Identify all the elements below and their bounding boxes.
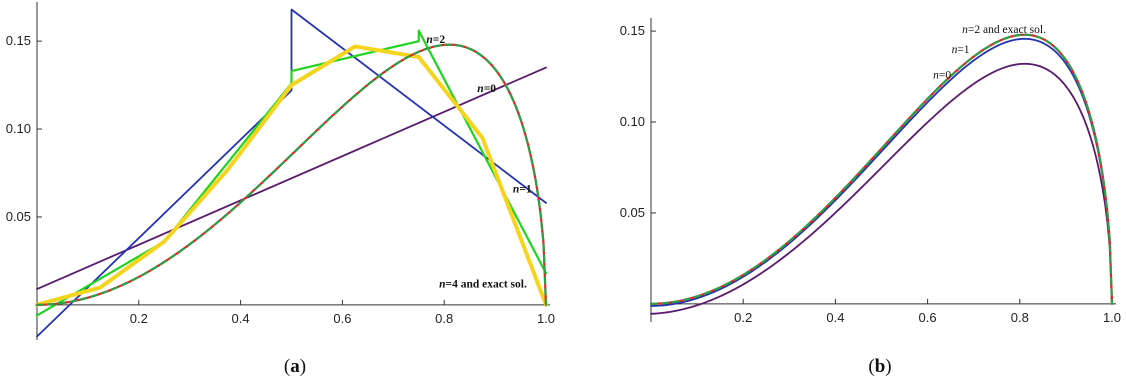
annotation-rest: =2 and exact sol. bbox=[968, 24, 1046, 36]
caption-paren-close: ) bbox=[300, 356, 306, 377]
series-annotation: n=4 and exact sol. bbox=[439, 278, 527, 290]
series-line-n2 bbox=[35, 29, 548, 317]
series-annotation: n=2 and exact sol. bbox=[962, 24, 1046, 36]
annotation-rest: =0 bbox=[939, 69, 951, 81]
caption-letter: a bbox=[290, 356, 300, 377]
series-line-n4 bbox=[35, 43, 548, 306]
chart-panel-b: 0.2 0.4 0.6 0.8 1.00.050.100.15 n=2 and exact… bbox=[620, 18, 1121, 377]
x-tick-label: 0.4 bbox=[232, 311, 250, 326]
x-tick-label: 0.2 bbox=[734, 310, 752, 325]
caption-paren-open: ( bbox=[868, 356, 874, 377]
y-tick-label: 0.15 bbox=[6, 33, 31, 48]
x-tick-label: 0.8 bbox=[1011, 310, 1029, 325]
y-tick-label: 0.10 bbox=[6, 121, 31, 136]
annotation-var: n bbox=[933, 69, 939, 81]
annotation-rest: =4 and exact sol. bbox=[446, 278, 527, 290]
annotation-var: n bbox=[439, 278, 445, 290]
series-line-n1 bbox=[650, 37, 1113, 307]
x-tick-label: 0.6 bbox=[333, 311, 351, 326]
series-line-n3 bbox=[35, 44, 548, 307]
annotation-rest: =1 bbox=[519, 183, 532, 195]
x-tick-label: 0.2 bbox=[130, 311, 148, 326]
annotation-var: n bbox=[962, 24, 968, 36]
series-annotation: n=1 bbox=[513, 183, 532, 195]
x-tick-label: 1.0 bbox=[537, 311, 555, 326]
x-tick-label: 1.0 bbox=[1103, 310, 1121, 325]
annotation-var: n bbox=[477, 83, 483, 95]
annotation-rest: =2 bbox=[433, 34, 446, 46]
annotation-var: n bbox=[952, 44, 958, 56]
series-annotation: n=2 bbox=[426, 34, 445, 46]
series-annotation: n=1 bbox=[952, 44, 970, 56]
series-annotation: n=0 bbox=[933, 69, 951, 81]
x-tick-label: 0.6 bbox=[919, 310, 937, 325]
panel-caption: (a) bbox=[284, 356, 306, 377]
y-tick-label: 0.05 bbox=[620, 205, 645, 220]
series-line-n0 bbox=[650, 62, 1113, 315]
annotation-var: n bbox=[513, 183, 519, 195]
series-annotation: n=0 bbox=[477, 83, 496, 95]
series-line-n0 bbox=[36, 66, 547, 290]
annotation-rest: =1 bbox=[957, 44, 969, 56]
series-line-n2 bbox=[649, 33, 1114, 305]
annotation-rest: =0 bbox=[484, 83, 497, 95]
y-tick-label: 0.10 bbox=[620, 114, 645, 129]
series-line-n1 bbox=[36, 8, 547, 338]
x-tick-label: 0.8 bbox=[435, 311, 453, 326]
y-tick-label: 0.05 bbox=[6, 209, 31, 224]
panel-caption: (b) bbox=[868, 356, 891, 377]
x-tick-label: 0.4 bbox=[826, 310, 844, 325]
y-tick-label: 0.15 bbox=[620, 23, 645, 38]
annotation-var: n bbox=[426, 34, 432, 46]
caption-letter: b bbox=[875, 356, 886, 377]
caption-paren-close: ) bbox=[885, 356, 891, 377]
series-line-exact bbox=[649, 33, 1114, 305]
chart-panel-a: 0.2 0.4 0.6 0.8 1.00.050.100.15 n=2n=0n=1n=4 … bbox=[6, 2, 555, 377]
caption-paren-open: ( bbox=[284, 356, 290, 377]
